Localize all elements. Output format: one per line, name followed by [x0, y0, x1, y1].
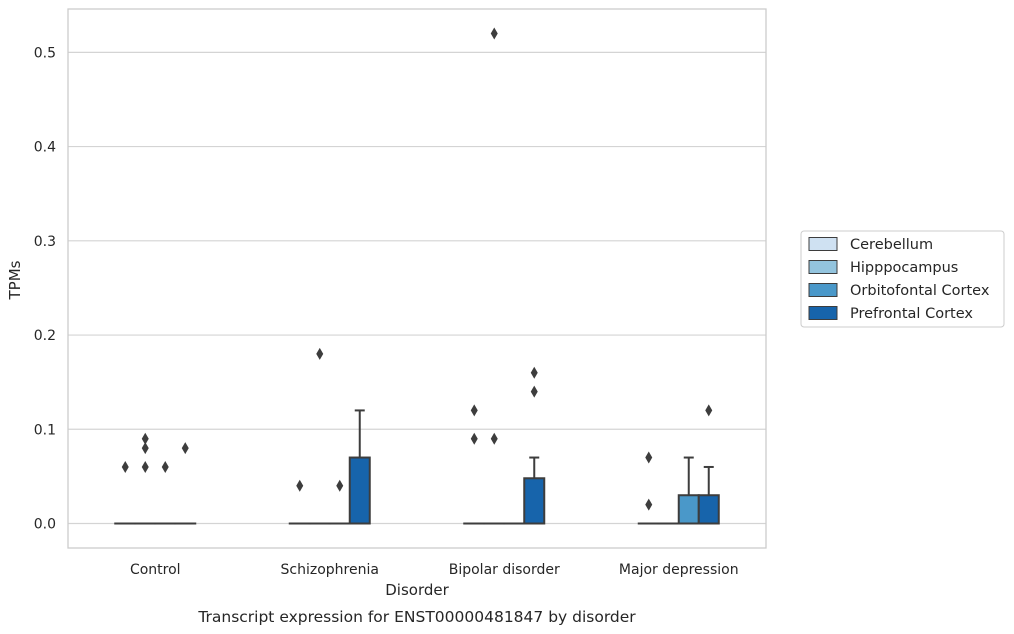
box-cerebellum [463, 404, 486, 525]
box-cerebellum [637, 451, 660, 525]
box-hipppocampus [308, 347, 331, 525]
box-cerebellum [288, 479, 311, 525]
box-orbitofontal-cortex [154, 460, 177, 525]
y-tick-label: 0.0 [34, 517, 56, 533]
outlier-point [141, 442, 149, 455]
outlier-point [705, 404, 713, 417]
box-hipppocampus [134, 432, 157, 525]
y-tick-label: 0.3 [34, 234, 56, 250]
outlier-point [530, 366, 538, 379]
x-tick-label: Schizophrenia [281, 562, 379, 578]
outlier-point [141, 460, 149, 473]
legend-swatch [808, 306, 838, 320]
legend-swatch [808, 260, 838, 274]
plot-frame [67, 8, 767, 549]
y-tick-label: 0.5 [34, 45, 56, 61]
x-tick-label: Major depression [619, 562, 739, 578]
outlier-point [336, 479, 344, 492]
box-cerebellum [114, 460, 137, 525]
legend-label: Orbitofontal Cortex [850, 283, 990, 299]
box-prefrontal-cortex [697, 404, 720, 525]
box-hipppocampus [483, 27, 506, 525]
box-prefrontal-cortex [523, 366, 546, 525]
box-orbitofontal-cortex [328, 479, 351, 525]
box [348, 456, 371, 525]
outlier-point [181, 442, 189, 455]
outlier-point [645, 498, 653, 511]
outlier-point [645, 451, 653, 464]
x-axis-ticks: Control Schizophrenia Bipolar disorder Majo… [130, 562, 739, 578]
y-tick-label: 0.4 [34, 140, 56, 156]
legend-label: Prefrontal Cortex [850, 306, 973, 322]
outlier-point [490, 27, 498, 40]
box [677, 494, 700, 525]
outlier-point [316, 347, 324, 360]
box-orbitofontal-cortex [677, 456, 700, 525]
outlier-point [141, 432, 149, 445]
y-tick-label: 0.2 [34, 328, 56, 344]
x-axis-title: Disorder [385, 581, 449, 599]
x-tick-label: Bipolar disorder [449, 562, 560, 578]
outlier-point [161, 460, 169, 473]
outlier-point [121, 460, 129, 473]
outlier-point [530, 385, 538, 398]
gridlines [68, 51, 766, 525]
outlier-point [490, 432, 498, 445]
outlier-point [470, 432, 478, 445]
legend-label: Cerebellum [850, 237, 933, 253]
x-tick-label: Control [130, 562, 181, 578]
outlier-point [470, 404, 478, 417]
box [523, 477, 546, 525]
y-axis-ticks: 0.0 0.1 0.2 0.3 0.4 0.5 [34, 45, 56, 532]
outlier-point [296, 479, 304, 492]
legend-swatch [808, 237, 838, 251]
legend-frame [800, 230, 1005, 328]
legend-swatch [808, 283, 838, 297]
legend: Cerebellum Hipppocampus Orbitofontal Corte… [800, 230, 1005, 328]
y-tick-label: 0.1 [34, 422, 56, 438]
legend-label: Hipppocampus [850, 260, 958, 276]
box-prefrontal-cortex [174, 442, 197, 525]
box-prefrontal-cortex [348, 409, 371, 525]
box [697, 494, 720, 525]
plot-area [114, 27, 720, 525]
y-axis-title: TPMs [6, 260, 24, 300]
chart-caption: Transcript expression for ENST0000048184… [197, 608, 636, 626]
